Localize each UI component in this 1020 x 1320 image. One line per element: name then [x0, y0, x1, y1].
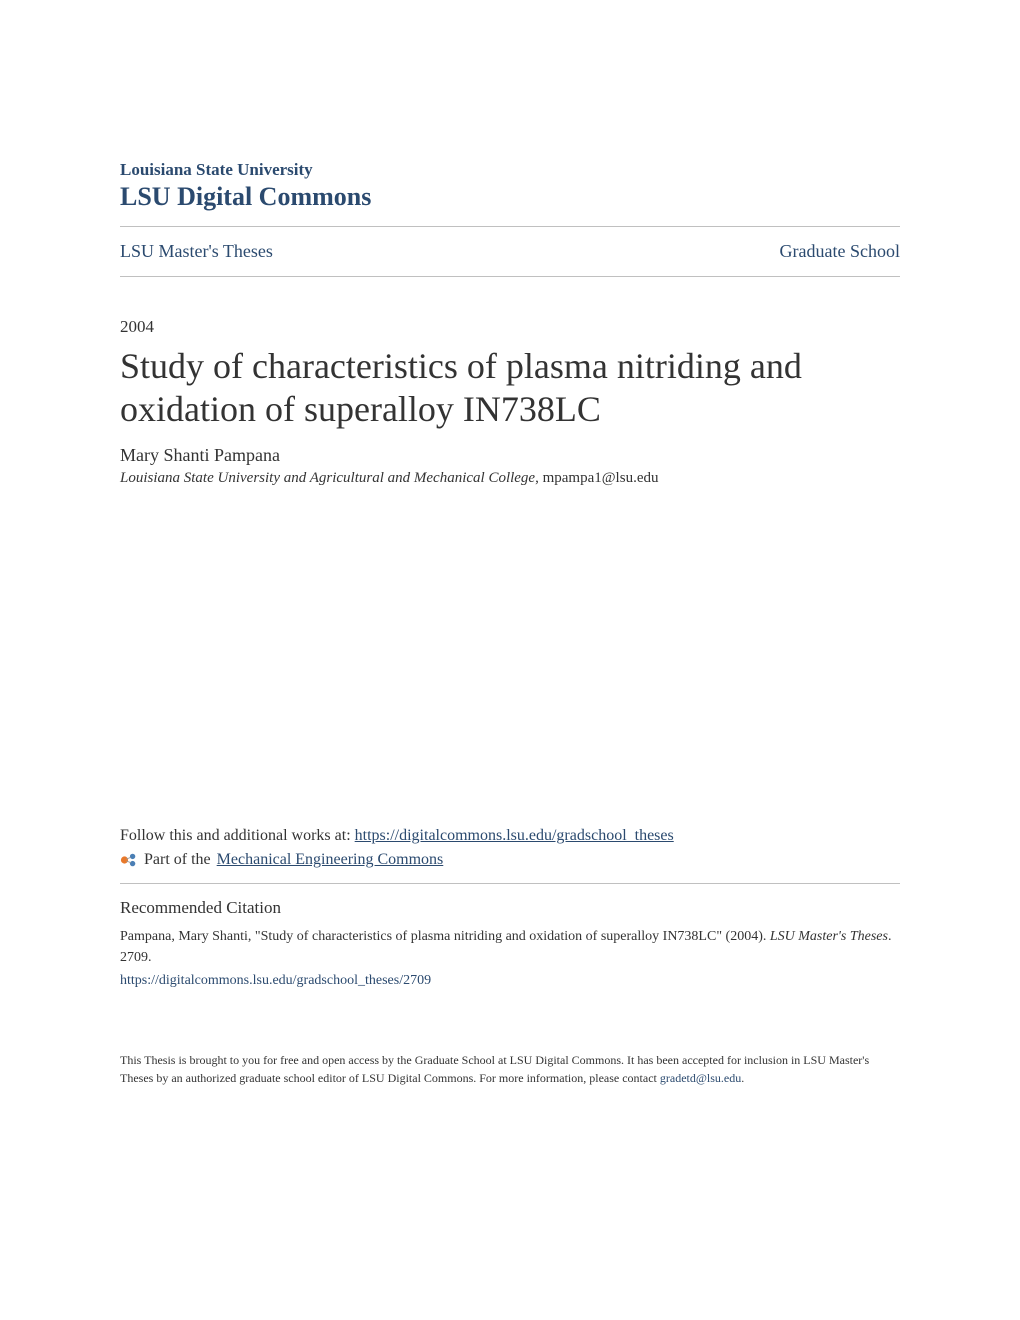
network-icon [120, 851, 138, 869]
footer-text-after: . [741, 1071, 744, 1085]
author-affiliation: Louisiana State University and Agricultu… [120, 470, 900, 487]
affiliation-institution: Louisiana State University and Agricultu… [120, 470, 535, 486]
footer-email-link[interactable]: gradetd@lsu.edu [660, 1071, 741, 1085]
citation-text-before: Pampana, Mary Shanti, "Study of characte… [120, 929, 770, 944]
page-header: Louisiana State University LSU Digital C… [120, 160, 900, 212]
publication-year: 2004 [120, 317, 900, 337]
divider-nav [120, 276, 900, 277]
follow-line: Follow this and additional works at: htt… [120, 827, 900, 845]
affiliation-email: , mpampa1@lsu.edu [535, 470, 658, 486]
citation-url-link[interactable]: https://digitalcommons.lsu.edu/gradschoo… [120, 970, 900, 991]
part-of-line: Part of the Mechanical Engineering Commo… [120, 851, 900, 869]
citation-series: LSU Master's Theses [770, 929, 888, 944]
footer-text-before: This Thesis is brought to you for free a… [120, 1053, 869, 1085]
author-name: Mary Shanti Pampana [120, 445, 900, 466]
part-of-link[interactable]: Mechanical Engineering Commons [217, 851, 444, 869]
follow-label: Follow this and additional works at: [120, 827, 355, 844]
repository-name[interactable]: LSU Digital Commons [120, 182, 900, 212]
document-title: Study of characteristics of plasma nitri… [120, 345, 900, 431]
part-of-label: Part of the [144, 851, 211, 869]
footer-note: This Thesis is brought to you for free a… [120, 1051, 900, 1087]
nav-school-link[interactable]: Graduate School [780, 241, 900, 262]
institution-name[interactable]: Louisiana State University [120, 160, 900, 180]
follow-url-link[interactable]: https://digitalcommons.lsu.edu/gradschoo… [355, 827, 674, 844]
citation-body: Pampana, Mary Shanti, "Study of characte… [120, 926, 900, 991]
breadcrumb-nav: LSU Master's Theses Graduate School [120, 227, 900, 276]
nav-collection-link[interactable]: LSU Master's Theses [120, 241, 273, 262]
citation-heading: Recommended Citation [120, 898, 900, 918]
divider-citation [120, 883, 900, 884]
follow-section: Follow this and additional works at: htt… [120, 827, 900, 869]
